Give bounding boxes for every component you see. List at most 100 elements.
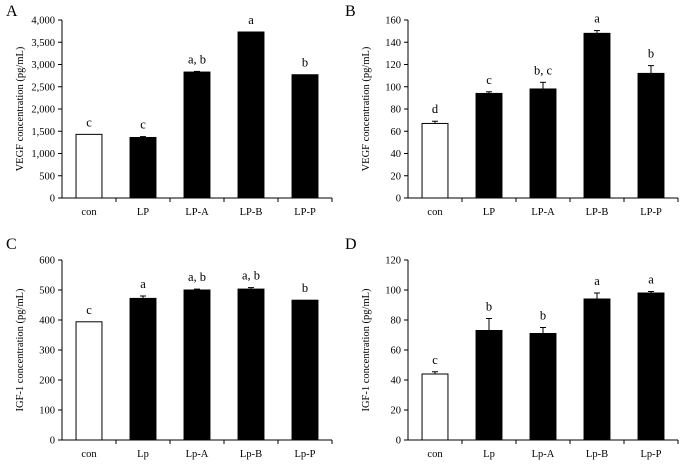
x-category-label: LP-B	[240, 207, 263, 218]
bar-lp-a	[529, 333, 557, 441]
significance-label: c	[86, 303, 92, 317]
x-category-label: con	[81, 207, 97, 218]
y-tick-label: 600	[39, 256, 55, 267]
y-tick-label: 0	[50, 194, 55, 205]
significance-label: a	[140, 277, 146, 291]
y-tick-label: 100	[385, 82, 401, 93]
bar-con	[75, 133, 103, 199]
x-category-label: Lp	[137, 449, 149, 460]
panel-label: B	[345, 3, 356, 20]
x-category-label: Lp-P	[641, 449, 662, 460]
bar-con	[421, 122, 449, 199]
y-tick-label: 140	[385, 38, 401, 49]
significance-label: b	[486, 300, 492, 314]
y-tick-label: 120	[385, 256, 401, 267]
significance-label: b	[648, 47, 654, 61]
panel-label: C	[6, 236, 17, 253]
significance-label: a	[648, 273, 654, 287]
significance-label: c	[86, 115, 92, 129]
y-tick-label: 40	[391, 149, 402, 160]
bar-lp-a	[529, 88, 557, 199]
y-tick-label: 400	[39, 316, 55, 327]
significance-label: b	[540, 309, 546, 323]
panel-label: D	[345, 236, 357, 253]
y-tick-label: 60	[391, 346, 402, 357]
significance-label: b, c	[534, 63, 553, 77]
x-category-label: con	[427, 207, 443, 218]
y-tick-label: 3,500	[31, 38, 55, 49]
significance-label: a	[248, 13, 254, 27]
bar-lp-b	[583, 32, 611, 199]
x-category-label: LP	[483, 207, 495, 218]
bar-lp-b	[583, 298, 611, 441]
y-axis-title: VEGF concentration (pg/mL)	[361, 46, 372, 171]
panel-label: A	[6, 3, 18, 20]
x-category-label: LP-P	[294, 207, 316, 218]
bar-lp-a	[183, 71, 211, 199]
x-category-label: LP-P	[640, 207, 662, 218]
y-tick-label: 300	[39, 346, 55, 357]
y-axis-title: IGF-1 concentration (pg/mL)	[361, 288, 372, 412]
y-tick-label: 20	[391, 171, 402, 182]
y-tick-label: 80	[391, 316, 402, 327]
x-category-label: LP-B	[586, 207, 609, 218]
x-category-label: Lp-A	[186, 449, 209, 460]
chart-panel-a: A 0 500 1,000 1,500 2,000 2,500 3,000 3,500 4,000…	[6, 3, 333, 218]
y-tick-label: 2,500	[31, 82, 55, 93]
y-tick-label: 1,000	[31, 149, 55, 160]
y-tick-label: 100	[39, 406, 55, 417]
x-category-label: con	[81, 449, 97, 460]
y-tick-label: 160	[385, 16, 401, 27]
bar-lp-b	[237, 288, 265, 441]
bar-con	[75, 321, 103, 441]
bar-lp-p	[291, 299, 319, 441]
significance-label: d	[432, 102, 439, 116]
y-tick-label: 60	[391, 127, 402, 138]
y-tick-label: 80	[391, 105, 402, 116]
y-tick-label: 2,000	[31, 105, 55, 116]
significance-label: b	[302, 56, 308, 70]
bar-lp	[129, 297, 157, 441]
bar-lp-p	[291, 74, 319, 199]
bar-lp-p	[637, 72, 665, 199]
y-tick-label: 120	[385, 60, 401, 71]
x-category-label: LP-A	[185, 207, 209, 218]
y-tick-label: 200	[39, 376, 55, 387]
bar-lp-a	[183, 289, 211, 441]
bar-lp-p	[637, 292, 665, 441]
x-category-label: Lp	[483, 449, 495, 460]
x-category-label: Lp-B	[240, 449, 262, 460]
significance-label: a, b	[188, 52, 206, 66]
y-tick-label: 100	[385, 286, 401, 297]
bar-lp-b	[237, 31, 265, 199]
y-tick-label: 1,500	[31, 127, 55, 138]
y-axis-title: IGF-1 concentration (pg/mL)	[15, 288, 26, 412]
significance-label: a	[594, 274, 600, 288]
significance-label: c	[486, 73, 492, 87]
significance-label: c	[140, 118, 146, 132]
chart-panel-c: C 0 100 200 300 400 500 600 IGF-1 concentration …	[6, 236, 333, 460]
x-category-label: LP	[137, 207, 149, 218]
y-tick-label: 0	[396, 436, 401, 447]
y-tick-label: 4,000	[31, 16, 55, 27]
x-category-label: LP-A	[531, 207, 555, 218]
y-axis-title: VEGF concentration (pg/mL)	[15, 46, 26, 171]
bar-con	[421, 373, 449, 441]
x-category-label: Lp-A	[532, 449, 555, 460]
significance-label: c	[432, 353, 438, 367]
significance-label: b	[302, 281, 308, 295]
significance-label: a, b	[242, 269, 260, 283]
chart-panel-b: B 0 20 40 60 80 100 120 140 160 VEGF concentration…	[345, 3, 679, 218]
y-tick-label: 0	[396, 194, 401, 205]
bar-lp	[475, 92, 503, 199]
significance-label: a, b	[188, 270, 206, 284]
bar-lp	[475, 330, 503, 441]
significance-label: a	[594, 12, 600, 26]
chart-panel-d: D 0 20 40 60 80 100 120 IGF-1 concentration (pg/…	[345, 236, 679, 460]
y-tick-label: 500	[39, 171, 55, 182]
y-tick-label: 20	[391, 406, 402, 417]
bar-lp	[129, 136, 157, 199]
y-tick-label: 3,000	[31, 60, 55, 71]
x-category-label: con	[427, 449, 443, 460]
